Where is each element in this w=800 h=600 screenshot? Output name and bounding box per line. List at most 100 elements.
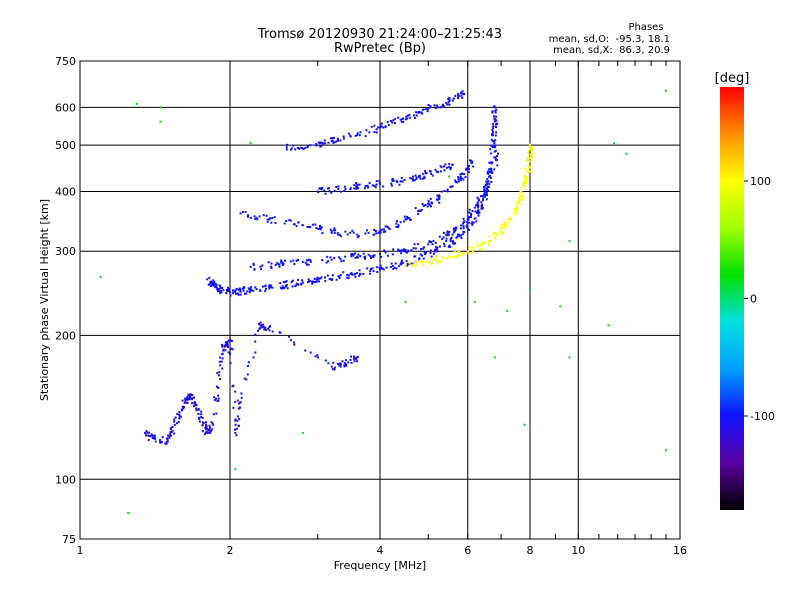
- data-point-texture: [400, 176, 403, 179]
- data-point-texture: [319, 187, 322, 190]
- data-point-texture: [354, 256, 357, 259]
- data-point: [506, 309, 509, 312]
- data-point-texture: [194, 403, 197, 406]
- data-point: [135, 102, 138, 105]
- data-point-texture: [291, 279, 294, 282]
- data-point: [301, 281, 304, 284]
- data-point-texture: [327, 141, 330, 144]
- data-point-texture: [395, 222, 398, 225]
- data-point-texture: [225, 341, 228, 344]
- data-point-texture: [486, 172, 489, 175]
- data-point-texture: [454, 179, 457, 182]
- data-point-texture: [209, 280, 212, 283]
- data-point-texture: [333, 256, 336, 259]
- data-point-texture: [375, 232, 378, 235]
- data-point-texture: [264, 290, 267, 293]
- data-point-texture: [429, 170, 432, 173]
- data-point-texture: [276, 262, 279, 265]
- data-point-texture: [521, 184, 524, 187]
- data-point: [568, 356, 571, 359]
- data-point-texture: [427, 202, 430, 205]
- data-point-texture: [483, 191, 486, 194]
- data-point-texture: [315, 227, 318, 230]
- data-point-texture: [343, 185, 346, 188]
- data-point-texture: [186, 398, 189, 401]
- data-point-texture: [178, 417, 181, 420]
- data-point-texture: [413, 255, 416, 258]
- x-tick-label: 1: [77, 544, 84, 557]
- data-point-texture: [527, 149, 530, 152]
- data-point-texture: [455, 226, 458, 229]
- data-point-texture: [308, 258, 311, 261]
- data-point-texture: [258, 322, 261, 325]
- data-point-texture: [481, 207, 484, 210]
- data-point-texture: [515, 201, 518, 204]
- data-point-texture: [419, 261, 422, 264]
- data-point-texture: [257, 329, 260, 332]
- data-point: [200, 415, 203, 418]
- data-point-texture: [339, 274, 342, 277]
- data-point-texture: [434, 256, 437, 259]
- data-point-texture: [149, 435, 152, 438]
- data-point-texture: [270, 266, 273, 269]
- data-point-texture: [319, 277, 322, 280]
- data-point-texture: [292, 259, 295, 262]
- data-point-texture: [449, 240, 452, 243]
- data-point-texture: [309, 260, 312, 263]
- data-point-texture: [492, 131, 495, 134]
- data-point-texture: [339, 365, 342, 368]
- data-point-texture: [331, 139, 334, 142]
- data-point-texture: [495, 115, 498, 118]
- data-point-texture: [428, 240, 431, 243]
- data-point-texture: [354, 357, 357, 360]
- data-point-texture: [487, 243, 490, 246]
- data-point-texture: [387, 227, 390, 230]
- data-point-texture: [490, 181, 493, 184]
- data-point-texture: [415, 265, 418, 268]
- y-tick-label: 750: [55, 55, 76, 68]
- data-point-texture: [428, 106, 431, 109]
- data-point-texture: [467, 171, 470, 174]
- data-point: [509, 218, 512, 221]
- data-point-texture: [244, 210, 247, 213]
- data-point-texture: [341, 360, 344, 363]
- data-point-texture: [273, 216, 276, 219]
- data-point-texture: [448, 98, 451, 101]
- data-point-texture: [178, 415, 181, 418]
- data-point-texture: [353, 184, 356, 187]
- data-point-texture: [435, 248, 438, 251]
- data-point-texture: [318, 224, 321, 227]
- data-point-texture: [449, 238, 452, 241]
- data-point-texture: [164, 442, 167, 445]
- data-point-texture: [219, 378, 222, 381]
- data-point-texture: [151, 434, 154, 437]
- data-point-texture: [485, 180, 488, 183]
- data-point-texture: [234, 419, 237, 422]
- data-point-texture: [220, 291, 223, 294]
- data-point-texture: [412, 247, 415, 250]
- data-point-texture: [462, 178, 465, 181]
- data-point-texture: [278, 265, 281, 268]
- data-point-texture: [459, 227, 462, 230]
- data-point-texture: [254, 351, 257, 354]
- data-point-texture: [264, 328, 267, 331]
- data-point-texture: [471, 210, 474, 213]
- data-point-texture: [471, 246, 474, 249]
- data-point-texture: [339, 362, 342, 365]
- data-point-texture: [320, 226, 323, 229]
- data-point-texture: [420, 208, 423, 211]
- data-point-texture: [412, 175, 415, 178]
- data-point-texture: [191, 394, 194, 397]
- data-point: [466, 227, 469, 230]
- data-point-texture: [456, 97, 459, 100]
- data-point-texture: [462, 225, 465, 228]
- data-point-texture: [486, 182, 489, 185]
- data-point-texture: [388, 228, 391, 231]
- data-point-texture: [525, 160, 528, 163]
- data-point-texture: [488, 235, 491, 238]
- data-point: [404, 248, 407, 251]
- data-point-texture: [519, 190, 522, 193]
- data-point: [379, 126, 381, 129]
- data-point-texture: [229, 294, 232, 297]
- data-point-texture: [281, 264, 284, 267]
